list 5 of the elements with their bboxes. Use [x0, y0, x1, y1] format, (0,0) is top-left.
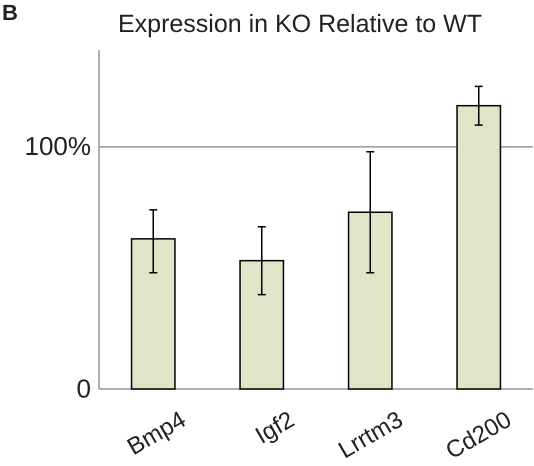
y-tick-label: 100%	[24, 131, 91, 162]
text: B	[2, 0, 18, 25]
y-tick-label: 0	[76, 373, 91, 404]
x-tick-label: Igf2	[250, 406, 300, 450]
chart-title: Expression in KO Relative to WT	[118, 10, 482, 38]
